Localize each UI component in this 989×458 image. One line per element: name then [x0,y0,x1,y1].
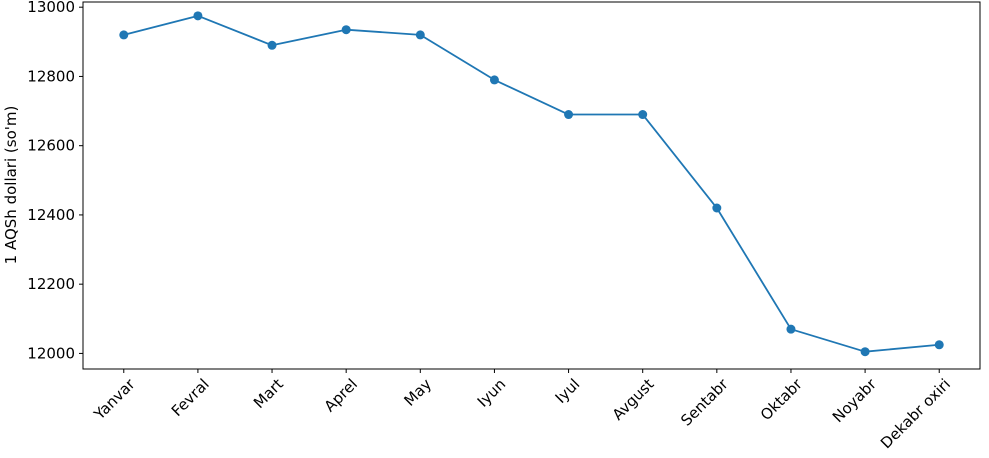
y-tick-label: 12000 [27,344,75,362]
x-tick-label: Noyabr [829,375,881,427]
x-tick-label: Oktabr [757,375,807,425]
data-point-marker [860,347,870,357]
data-point-marker [119,30,129,40]
x-tick-label: Aprel [321,375,361,415]
y-tick-label: 12400 [27,206,75,224]
x-tick-label: Iyul [552,375,584,407]
data-point-marker [193,11,203,21]
x-tick-label: Dekabr oxiri [877,375,954,452]
y-tick-label: 13000 [27,0,75,16]
x-tick-label: Yanvar [90,375,139,424]
x-tick-label: Sentabr [677,375,732,430]
y-tick-label: 12800 [27,67,75,85]
data-point-marker [786,324,796,334]
x-tick-label: Mart [250,375,287,412]
x-tick-label: Avgust [609,375,658,424]
data-point-marker [712,203,722,213]
line-series [122,14,941,353]
data-point-marker [564,110,574,120]
data-point-marker [934,340,944,350]
data-point-marker [341,25,351,35]
x-tick-label: May [400,375,435,410]
y-axis-label: 1 AQSh dollari (so'm) [2,106,20,265]
plot-frame [82,1,981,370]
data-point-marker [489,75,499,85]
data-point-marker [267,40,277,50]
x-tick-label: Fevral [168,375,213,420]
y-tick-label: 12600 [27,137,75,155]
y-tick-label: 12200 [27,275,75,293]
x-tick-label: Iyun [474,375,510,411]
data-point-marker [638,110,648,120]
data-point-marker [415,30,425,40]
